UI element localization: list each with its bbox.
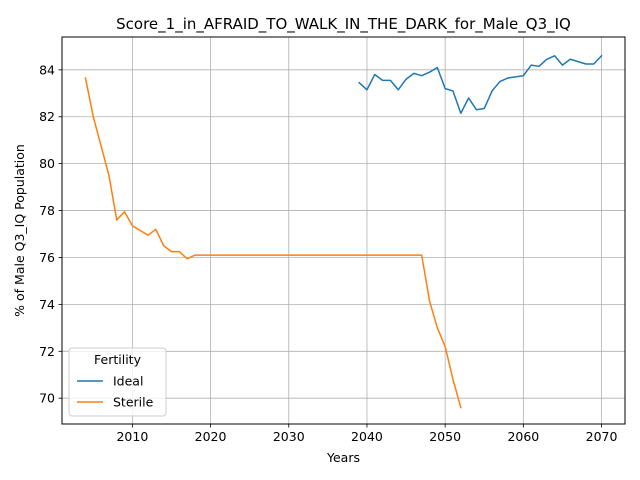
legend-entries: Ideal Sterile (77, 374, 154, 410)
y-axis-label: % of Male Q3_IQ Population (12, 144, 27, 317)
x-tick-label: 2060 (507, 429, 539, 444)
x-tick-label: 2010 (116, 429, 148, 444)
y-tick-label: 84 (39, 62, 55, 77)
plot-area-frame (61, 36, 626, 425)
series-line-sterile (84, 77, 462, 409)
series-line-ideal (358, 54, 603, 114)
series-lines (84, 54, 603, 409)
y-tick-label: 80 (39, 156, 55, 171)
x-axis-label: Years (326, 450, 360, 465)
legend-title: Fertility (94, 352, 142, 367)
y-tick-label: 72 (39, 344, 55, 359)
y-tick-label: 76 (39, 250, 55, 265)
x-tick-label: 2040 (351, 429, 383, 444)
legend-label-sterile: Sterile (113, 395, 154, 410)
x-tick-label: 2020 (195, 429, 227, 444)
chart-title: Score_1_in_AFRAID_TO_WALK_IN_THE_DARK_fo… (116, 15, 571, 34)
x-tick-label: 2070 (586, 429, 618, 444)
x-tick-label: 2050 (429, 429, 461, 444)
legend-box (68, 347, 167, 417)
y-tick-label: 82 (39, 109, 55, 124)
legend: Fertility Ideal Sterile (68, 347, 167, 417)
x-tick-label: 2030 (273, 429, 305, 444)
y-tick-label: 70 (39, 391, 55, 406)
y-tick-label: 74 (39, 297, 55, 312)
y-tick-label: 78 (39, 203, 55, 218)
legend-label-ideal: Ideal (113, 374, 143, 389)
axis-ticks: 2010 2020 2030 2040 2050 2060 2070 70 72 74 76 78 80… (39, 62, 617, 444)
